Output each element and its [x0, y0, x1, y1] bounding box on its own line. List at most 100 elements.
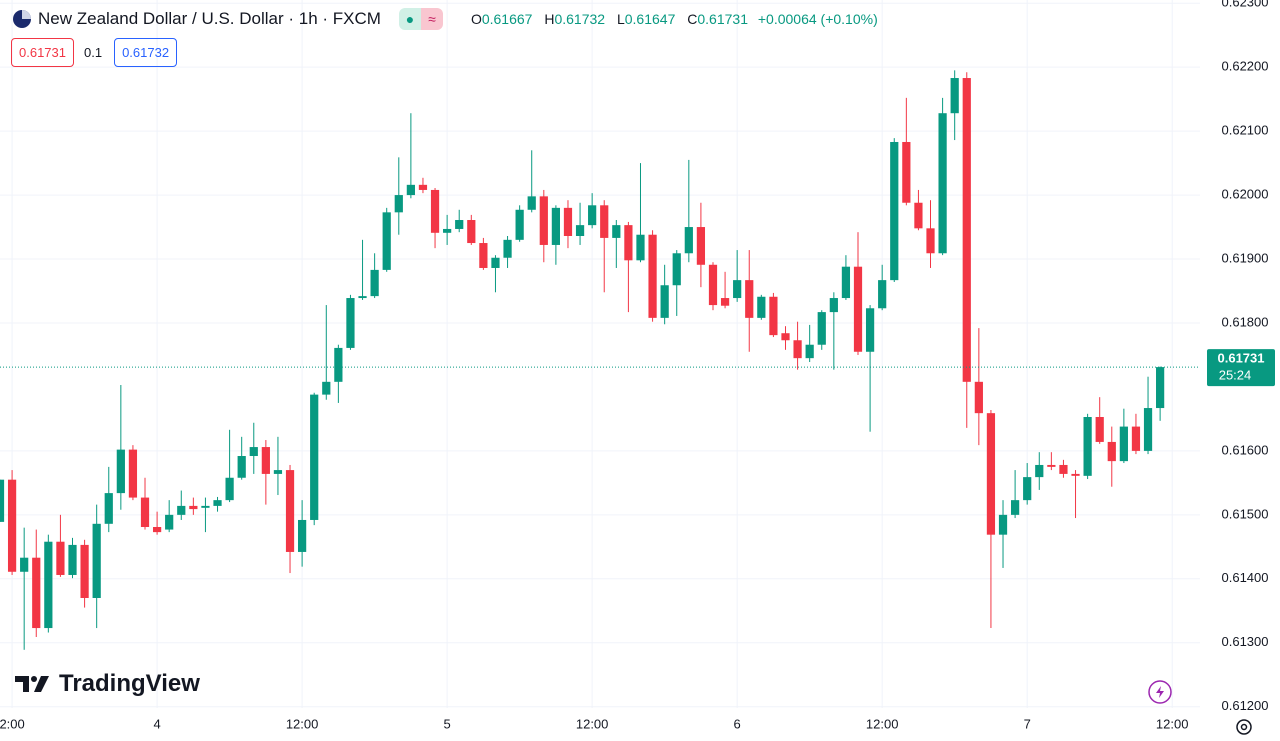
candle-body	[443, 228, 452, 233]
candle-body	[1119, 426, 1128, 462]
candle-body	[273, 470, 283, 474]
candle-body	[805, 344, 814, 359]
candle-body	[406, 184, 415, 196]
candle-body	[455, 220, 464, 229]
candle-body	[612, 225, 621, 238]
candle-body	[1047, 464, 1056, 467]
candle-body	[1143, 408, 1153, 451]
candle-body	[430, 189, 440, 233]
candle-body	[1156, 367, 1165, 409]
candle-body	[358, 296, 367, 299]
x-tick-label: 12:00	[286, 716, 319, 731]
logo-shape-3	[34, 676, 49, 692]
candle-body	[708, 264, 718, 306]
buy-button[interactable]: 0.61732	[114, 38, 178, 67]
y-tick-label: 0.62200	[1222, 59, 1269, 74]
x-tick-label: 5	[444, 716, 451, 731]
y-tick-label: 0.61200	[1222, 698, 1269, 713]
candle-body	[829, 298, 838, 313]
candle-body	[140, 497, 150, 528]
candle-body	[1035, 464, 1044, 478]
candle-body	[80, 544, 89, 598]
sell-button[interactable]: 0.61731	[11, 38, 74, 67]
candle-body	[853, 266, 863, 352]
candle-body	[213, 500, 222, 506]
x-tick-label: 7	[1024, 716, 1031, 731]
candle-body	[479, 243, 488, 268]
candle-body	[503, 239, 512, 258]
candle-body	[322, 381, 331, 395]
candle-body	[696, 227, 706, 265]
candle-body	[1083, 416, 1092, 476]
x-tick-label: 4	[153, 716, 160, 731]
candle-body	[1095, 416, 1104, 442]
lightning-button[interactable]	[1148, 680, 1172, 704]
logo: TradingView	[15, 670, 200, 698]
candle-body	[974, 381, 983, 414]
logo-mark	[15, 676, 49, 692]
y-tick-label: 0.62300	[1222, 0, 1269, 10]
low-value: 0.61647	[624, 11, 676, 27]
last-price-label: 0.61731	[1218, 351, 1265, 366]
symbol-title[interactable]: New Zealand Dollar / U.S. Dollar · 1h · …	[38, 9, 381, 28]
candle-body	[563, 207, 573, 236]
status-dot: ●	[398, 8, 421, 30]
candle-body	[201, 505, 210, 508]
candle-body	[551, 207, 560, 245]
candle-body	[32, 557, 41, 629]
y-tick-label: 0.61600	[1222, 442, 1269, 457]
candle-body	[116, 449, 125, 494]
candle-body	[1107, 441, 1116, 462]
candle-body	[865, 308, 875, 352]
candle-body	[998, 514, 1008, 535]
high-value: 0.61732	[554, 11, 606, 27]
candle-body	[745, 280, 754, 318]
candle-body	[92, 523, 101, 598]
close-key: C	[687, 11, 698, 27]
candle-body	[817, 312, 826, 345]
candle-body	[660, 285, 669, 318]
settings-icon	[1236, 719, 1252, 735]
candle-body	[733, 280, 742, 299]
approx-icon: ≈	[420, 8, 443, 30]
candle-body	[189, 505, 198, 510]
y-tick-label: 0.62100	[1222, 123, 1269, 138]
candle-body	[285, 470, 295, 552]
high-key: H	[544, 11, 555, 27]
candle-body	[7, 479, 17, 572]
lightning-ring	[1148, 680, 1172, 704]
ohlc-readout: O0.61667 H0.61732 L0.61647 C0.61731 +0.0…	[463, 11, 878, 27]
candle-body	[237, 456, 246, 478]
y-tick-label: 0.61900	[1222, 250, 1269, 265]
settings-button[interactable]	[1236, 719, 1252, 735]
candle-body	[962, 78, 971, 382]
candle-body	[1059, 464, 1068, 474]
quote-panel: 0.61731 0.1 0.61732	[11, 38, 178, 67]
candle-body	[249, 447, 258, 457]
candle-body	[56, 541, 65, 575]
y-tick-label: 0.61400	[1222, 570, 1269, 585]
candle-body	[261, 447, 270, 474]
candle-body	[310, 394, 319, 520]
x-tick-label: 12:00	[576, 716, 609, 731]
candle-body	[914, 202, 923, 229]
candle-body	[1010, 500, 1020, 515]
candle-body	[177, 505, 186, 515]
candle-body	[346, 298, 355, 348]
candle-body	[684, 227, 693, 254]
candle-body	[370, 269, 379, 297]
candle-body	[950, 78, 959, 114]
last-price-tag	[1207, 349, 1275, 387]
candle-body	[298, 519, 307, 552]
logo-shape-1	[15, 676, 29, 692]
candle-body	[467, 220, 476, 244]
spread: 0.1	[84, 45, 103, 60]
candle-body	[0, 479, 5, 522]
candle-body	[926, 228, 935, 254]
candle-body	[588, 205, 597, 226]
indicator-toggle[interactable]: ● ≈	[398, 8, 443, 30]
candle-body	[128, 449, 138, 498]
candle-body	[878, 280, 887, 309]
candle-body	[672, 253, 681, 286]
